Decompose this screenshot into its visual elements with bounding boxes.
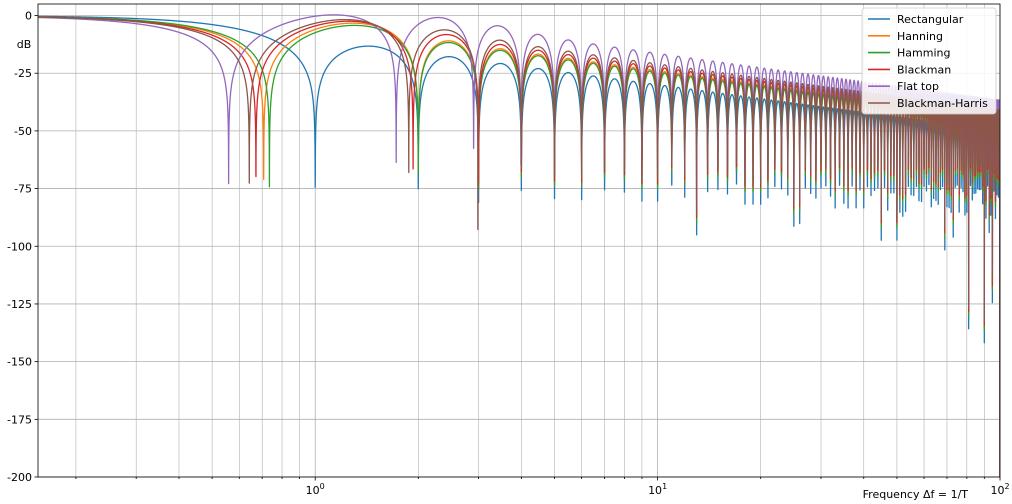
y-tick-label: -150: [7, 356, 32, 369]
legend-box: [861, 7, 997, 115]
y-tick-label: -25: [14, 67, 32, 80]
y-axis: 0 -25 -50 -75 -100 -125 -150 -175 -200: [7, 10, 38, 484]
x-tick-label: 101: [648, 482, 667, 497]
x-tick-label: 102: [990, 482, 1009, 497]
legend-entry-rectangular: Rectangular: [897, 13, 964, 26]
y-tick-label: -75: [14, 183, 32, 196]
series-line-blackman-harris: [38, 16, 1000, 477]
y-tick-label: -200: [7, 471, 32, 484]
x-axis: 100 101 102: [75, 477, 1010, 497]
series-lines: [38, 14, 1000, 477]
legend-entry-flat-top: Flat top: [897, 80, 939, 93]
y-tick-label: 0: [25, 10, 32, 23]
x-tick-label: 100: [306, 482, 325, 497]
y-tick-label: -125: [7, 298, 32, 311]
plot-frame: [37, 3, 1001, 478]
legend-entry-hamming: Hamming: [897, 47, 950, 60]
y-tick-label: -100: [7, 240, 32, 253]
y-tick-label: -50: [14, 125, 32, 138]
legend-entry-hanning: Hanning: [897, 30, 943, 43]
x-axis-label: Frequency Δf = 1/T: [863, 488, 969, 501]
legend: Rectangular Hanning Hamming Blackman Flat to…: [861, 7, 997, 115]
legend-entry-blackman: Blackman: [897, 63, 951, 76]
legend-entry-blackman-harris: Blackman-Harris: [897, 97, 988, 110]
y-tick-label: -175: [7, 413, 32, 426]
y-axis-label: dB: [17, 38, 32, 51]
